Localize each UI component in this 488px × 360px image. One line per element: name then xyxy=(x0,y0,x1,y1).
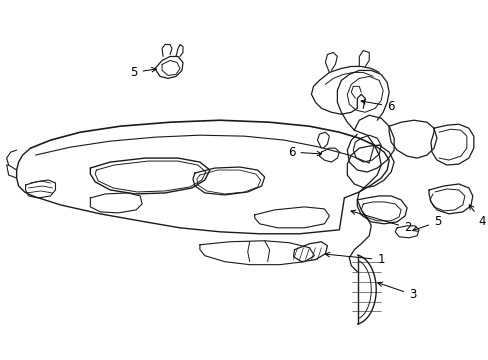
Text: 4: 4 xyxy=(468,205,486,228)
Text: 6: 6 xyxy=(287,145,321,159)
Text: 6: 6 xyxy=(360,100,394,113)
Text: 5: 5 xyxy=(412,215,441,231)
Text: 1: 1 xyxy=(325,252,384,266)
Text: 5: 5 xyxy=(130,66,156,79)
Text: 2: 2 xyxy=(350,210,411,234)
Text: 3: 3 xyxy=(377,282,416,301)
